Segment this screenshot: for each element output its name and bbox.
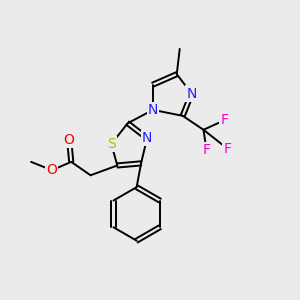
Text: O: O — [46, 163, 57, 177]
Text: F: F — [202, 143, 211, 157]
Text: O: O — [64, 133, 75, 147]
Text: S: S — [107, 137, 116, 151]
Text: F: F — [223, 142, 231, 155]
Text: F: F — [220, 113, 228, 127]
Text: N: N — [148, 103, 158, 117]
Text: N: N — [142, 131, 152, 145]
Text: N: N — [186, 86, 197, 100]
